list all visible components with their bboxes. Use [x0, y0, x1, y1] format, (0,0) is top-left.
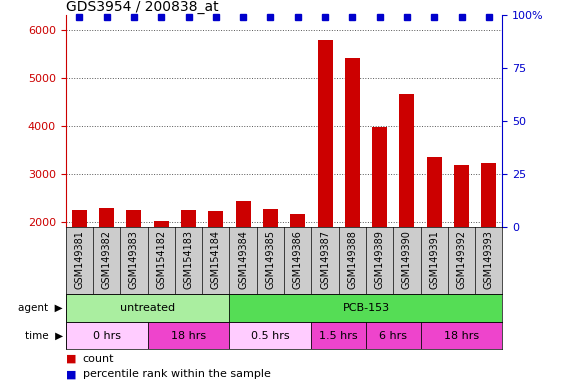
Text: 6 hrs: 6 hrs: [379, 331, 407, 341]
Bar: [454, 166, 469, 318]
Bar: [290, 214, 305, 318]
Bar: [317, 40, 332, 318]
Bar: [66, 294, 230, 322]
Bar: [372, 127, 387, 318]
Bar: [345, 58, 360, 318]
Text: GSM154183: GSM154183: [183, 230, 194, 289]
Bar: [181, 210, 196, 318]
Bar: [208, 211, 223, 318]
Text: count: count: [83, 354, 114, 364]
Bar: [400, 94, 415, 318]
Bar: [147, 322, 230, 349]
Text: GSM149381: GSM149381: [74, 230, 85, 289]
Bar: [154, 221, 168, 318]
Bar: [230, 322, 311, 349]
Text: GSM149388: GSM149388: [347, 230, 357, 289]
Text: PCB-153: PCB-153: [343, 303, 389, 313]
Text: percentile rank within the sample: percentile rank within the sample: [83, 369, 271, 379]
Text: GSM149386: GSM149386: [293, 230, 303, 289]
Text: GDS3954 / 200838_at: GDS3954 / 200838_at: [66, 0, 218, 14]
Text: 0 hrs: 0 hrs: [93, 331, 120, 341]
Text: untreated: untreated: [120, 303, 175, 313]
Bar: [366, 322, 421, 349]
Bar: [72, 210, 87, 318]
Text: GSM149382: GSM149382: [102, 230, 111, 289]
Text: agent  ▶: agent ▶: [18, 303, 63, 313]
Bar: [236, 202, 251, 318]
Text: GSM149392: GSM149392: [457, 230, 467, 289]
Bar: [421, 322, 502, 349]
Bar: [481, 163, 496, 318]
Bar: [66, 322, 147, 349]
Text: 0.5 hrs: 0.5 hrs: [251, 331, 289, 341]
Text: 18 hrs: 18 hrs: [444, 331, 479, 341]
Bar: [230, 294, 502, 322]
Text: GSM149390: GSM149390: [402, 230, 412, 289]
Bar: [427, 157, 442, 318]
Text: ■: ■: [66, 354, 76, 364]
Text: time  ▶: time ▶: [25, 331, 63, 341]
Bar: [263, 209, 278, 318]
Text: GSM149393: GSM149393: [484, 230, 494, 289]
Text: GSM149385: GSM149385: [266, 230, 275, 289]
Bar: [99, 208, 114, 318]
Text: GSM149391: GSM149391: [429, 230, 439, 289]
Text: 1.5 hrs: 1.5 hrs: [319, 331, 358, 341]
Bar: [311, 322, 366, 349]
Text: GSM154184: GSM154184: [211, 230, 221, 289]
Text: GSM154182: GSM154182: [156, 230, 166, 290]
Bar: [126, 210, 142, 318]
Text: 18 hrs: 18 hrs: [171, 331, 206, 341]
Text: GSM149384: GSM149384: [238, 230, 248, 289]
Text: GSM149383: GSM149383: [129, 230, 139, 289]
Text: GSM149389: GSM149389: [375, 230, 385, 289]
Text: GSM149387: GSM149387: [320, 230, 330, 289]
Text: ■: ■: [66, 369, 76, 379]
